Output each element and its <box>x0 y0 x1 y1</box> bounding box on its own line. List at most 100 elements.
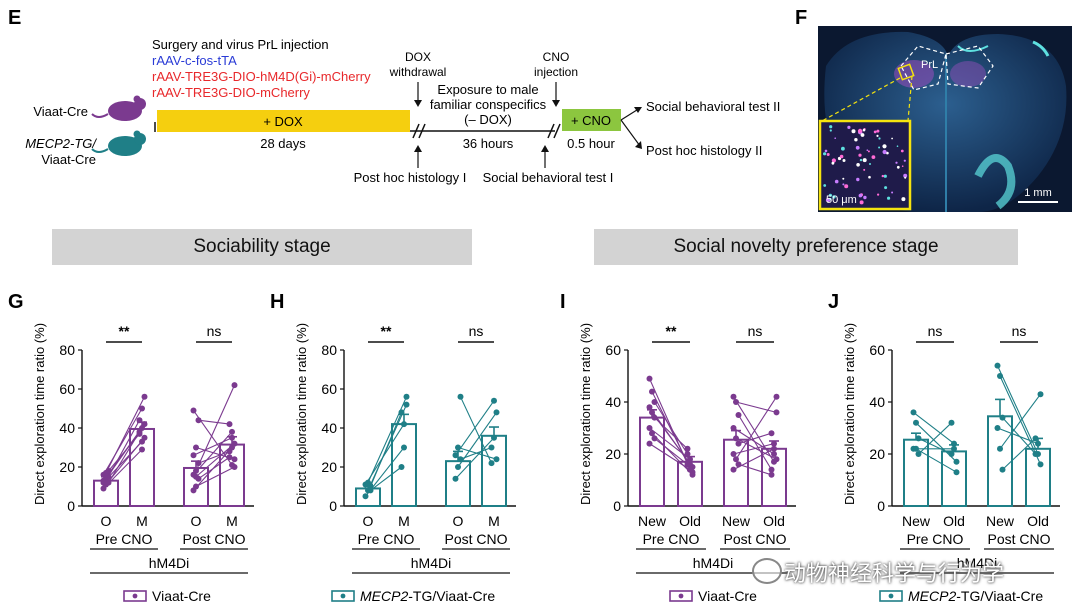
bar <box>1025 447 1051 508</box>
y-tick-label: 20 <box>321 459 337 475</box>
y-tick-label: 20 <box>869 446 885 462</box>
inset-cell <box>823 184 827 187</box>
data-point <box>139 446 145 453</box>
significance-label: ** <box>666 323 677 339</box>
y-tick-label: 60 <box>59 381 75 397</box>
significance-label: ** <box>119 323 130 339</box>
legend-label: MECP2-TG/Viaat-Cre <box>908 588 1043 604</box>
pair-line <box>733 448 775 471</box>
inset-cell <box>871 155 876 160</box>
scale-bar-label: 1 mm <box>1024 187 1052 199</box>
legend-label: Viaat-Cre <box>698 588 757 604</box>
group-label: Pre CNO <box>907 531 964 547</box>
significance-label: ns <box>469 323 484 339</box>
inset-cell <box>869 163 871 165</box>
inset-cell <box>863 168 866 171</box>
data-point <box>488 444 495 451</box>
inset-cell <box>881 174 884 178</box>
pair-line <box>654 417 688 450</box>
significance-label: ns <box>1012 323 1027 339</box>
inset-cell <box>901 165 904 167</box>
experiment-schematic: E Surgery and virus PrL injection rAAV-c… <box>8 7 780 185</box>
pair-line <box>915 448 957 473</box>
inset-cell <box>860 133 865 137</box>
y-tick-label: 20 <box>59 459 75 475</box>
inset-cell <box>904 176 907 179</box>
x-tick-label: Old <box>679 513 701 529</box>
treatment-label: hM4Di <box>411 555 451 571</box>
pair-line <box>103 441 143 483</box>
legend-swatch <box>669 590 693 602</box>
x-tick-label: New <box>638 513 667 529</box>
pair-line <box>195 446 235 460</box>
data-point <box>773 393 780 400</box>
inset-cell <box>841 146 845 151</box>
histology-2-label: Post hoc histology II <box>646 143 762 158</box>
panel-letter-f-wrap: F <box>795 7 807 28</box>
legend-label: MECP2-TG/Viaat-Cre <box>360 588 495 604</box>
x-tick-label: Old <box>943 513 965 529</box>
data-point <box>141 421 148 428</box>
data-point <box>195 417 202 424</box>
panel-letter: J <box>828 291 839 313</box>
cno-injection-label-2: injection <box>534 65 578 79</box>
data-point <box>1037 391 1044 398</box>
surgery-label: Surgery and virus PrL injection <box>152 37 329 52</box>
data-point <box>646 375 653 382</box>
data-point <box>948 451 955 457</box>
data-point <box>646 440 653 447</box>
pair-line <box>918 422 952 455</box>
data-point <box>649 409 655 416</box>
legend-dot <box>888 593 894 599</box>
inset-cell <box>891 137 893 140</box>
pair-line <box>457 412 497 468</box>
x-tick-label: New <box>722 513 751 529</box>
data-point <box>229 462 235 469</box>
data-point <box>951 445 957 452</box>
y-axis-label: Direct exploration time ratio (%) <box>842 323 857 505</box>
data-point <box>953 458 960 465</box>
cno-duration: 0.5 hour <box>567 136 615 151</box>
significance-label: ns <box>207 323 222 339</box>
data-point <box>403 393 410 400</box>
mouse-icon-purple <box>91 95 146 121</box>
x-tick-label: New <box>986 513 1015 529</box>
inset-cell <box>878 146 881 149</box>
x-tick-label: O <box>363 513 374 529</box>
pair-line <box>649 443 691 471</box>
data-point <box>231 440 238 447</box>
data-point <box>136 430 143 437</box>
data-point <box>771 440 777 447</box>
pair-line <box>108 419 140 478</box>
legend-dot <box>132 593 138 599</box>
inset-cell <box>829 198 832 201</box>
x-tick-label: M <box>136 513 148 529</box>
wechat-icon <box>752 558 782 584</box>
data-point <box>773 456 780 463</box>
group-label: Pre CNO <box>96 531 153 547</box>
inset-cell <box>825 197 831 203</box>
inset-cell <box>842 159 846 162</box>
data-point <box>141 393 148 400</box>
group-label: Post CNO <box>723 531 786 547</box>
inset-cell <box>854 138 858 142</box>
data-point <box>771 445 777 452</box>
data-point <box>493 456 500 463</box>
cno-injection-label: CNO <box>543 50 570 64</box>
group-label: Post CNO <box>182 531 245 547</box>
inset-cell <box>857 128 863 134</box>
significance-label: ** <box>381 323 392 339</box>
mouse-1-label: Viaat-Cre <box>33 104 88 119</box>
data-point <box>1035 440 1041 447</box>
inset-cell <box>878 137 881 140</box>
data-point <box>362 493 369 500</box>
group-label: Post CNO <box>444 531 507 547</box>
data-point <box>687 456 693 463</box>
legend-label: Viaat-Cre <box>152 588 211 604</box>
panel-letter: H <box>270 291 284 313</box>
data-point <box>730 466 737 473</box>
data-point <box>997 373 1003 379</box>
dox-bar <box>157 110 410 132</box>
legend-swatch <box>879 590 903 602</box>
watermark-text: 动物神经科学与行为学 <box>784 562 1005 587</box>
